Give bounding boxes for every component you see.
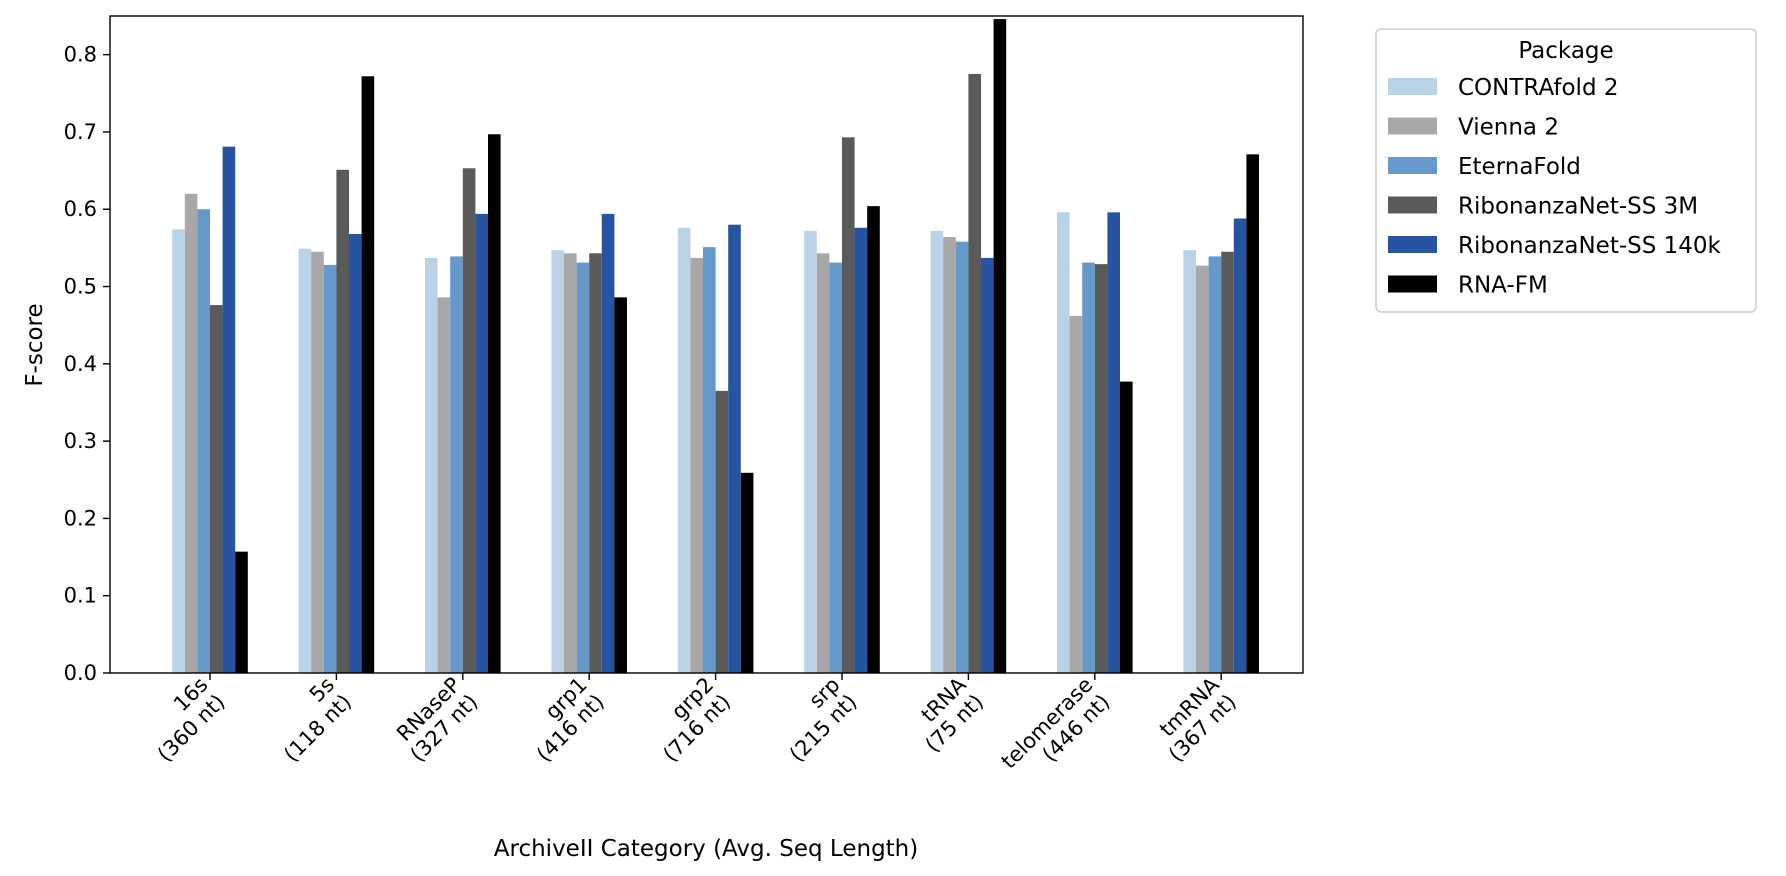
x-tick-label: 16s(360 nt) (136, 673, 230, 767)
y-axis-title: F-score (22, 303, 48, 386)
bar-rna-fm-7 (1120, 381, 1133, 673)
x-tick-label: 5s(118 nt) (262, 673, 356, 767)
legend-title: Package (1518, 38, 1613, 64)
bar-rna-fm-1 (361, 76, 375, 674)
bar-ribonanzanet-ss-140k-1 (349, 233, 362, 673)
legend-swatch (1388, 236, 1437, 253)
bar-vienna-2-8 (1196, 265, 1209, 673)
bar-ribonanzanet-ss-3m-0 (210, 305, 223, 673)
bar-vienna-2-6 (943, 237, 956, 673)
bar-rna-fm-6 (993, 19, 1007, 673)
bar-vienna-2-3 (564, 253, 577, 674)
bar-ribonanzanet-ss-3m-8 (1221, 251, 1234, 673)
y-tick-label: 0.4 (64, 352, 97, 376)
bar-eternafold-5 (829, 262, 842, 673)
plot-frame (109, 15, 1304, 674)
y-tick-label: 0.6 (64, 197, 97, 221)
bar-vienna-2-0 (184, 193, 198, 673)
legend-label: EternaFold (1458, 154, 1581, 180)
bar-ribonanzanet-ss-140k-5 (854, 227, 868, 674)
bar-contrafold-2-5 (804, 230, 817, 673)
legend-label: CONTRAfold 2 (1458, 75, 1618, 101)
bar-contrafold-2-2 (425, 257, 438, 673)
bar-contrafold-2-7 (1057, 212, 1070, 673)
bar-ribonanzanet-ss-3m-1 (336, 169, 349, 673)
legend-swatch (1388, 275, 1437, 293)
bar-vienna-2-7 (1069, 315, 1083, 673)
legend-swatch (1388, 157, 1437, 174)
bar-eternafold-1 (323, 264, 337, 673)
legend-swatch (1388, 196, 1437, 214)
bar-contrafold-2-0 (172, 229, 185, 673)
x-axis: 16s(360 nt) 5s(118 nt) RNaseP(327 nt) grp1(… (136, 672, 1241, 791)
x-tick-label: tmRNA(367 nt) (1147, 672, 1241, 766)
legend-items: CONTRAfold 2 Vienna 2 EternaFold RibonanzaN… (1388, 75, 1722, 299)
legend-swatch (1388, 78, 1437, 95)
bars-layer (172, 19, 1259, 674)
bar-contrafold-2-4 (677, 227, 691, 674)
x-tick-label: tRNA(75 nt) (904, 672, 989, 757)
y-tick-label: 0.3 (64, 429, 97, 453)
y-tick-label: 0.8 (64, 43, 97, 67)
legend-label: RibonanzaNet-SS 140k (1458, 233, 1722, 259)
y-tick-label: 0.0 (64, 661, 97, 685)
bar-ribonanzanet-ss-140k-8 (1233, 218, 1247, 673)
bar-rna-fm-2 (488, 134, 501, 673)
bar-ribonanzanet-ss-3m-5 (842, 137, 855, 674)
bar-eternafold-2 (450, 256, 463, 673)
bar-vienna-2-5 (816, 253, 830, 674)
bar-ribonanzanet-ss-3m-4 (715, 390, 729, 673)
bar-rna-fm-5 (867, 206, 880, 673)
bar-contrafold-2-6 (930, 230, 944, 673)
y-tick-label: 0.5 (64, 275, 97, 299)
x-tick-label: RNaseP(327 nt) (389, 673, 483, 767)
bar-eternafold-8 (1208, 256, 1222, 673)
legend: Package CONTRAfold 2 Vienna 2 EternaFold Ri… (1375, 28, 1757, 313)
legend-label: RNA-FM (1458, 273, 1548, 299)
bar-ribonanzanet-ss-140k-4 (728, 224, 741, 673)
legend-box (1375, 28, 1757, 313)
bar-vienna-2-1 (311, 251, 324, 673)
bar-rna-fm-4 (740, 472, 754, 673)
bar-ribonanzanet-ss-3m-6 (968, 73, 981, 674)
bar-vienna-2-2 (437, 297, 451, 673)
legend-label: Vienna 2 (1458, 115, 1559, 141)
y-tick-label: 0.1 (64, 584, 97, 608)
bar-ribonanzanet-ss-140k-0 (222, 146, 236, 673)
bar-rna-fm-8 (1246, 154, 1259, 674)
x-tick-label: telomerase(446 nt) (997, 673, 1115, 791)
bar-rna-fm-3 (614, 297, 627, 673)
y-tick-label: 0.2 (64, 506, 97, 530)
bar-vienna-2-4 (690, 257, 703, 673)
bar-ribonanzanet-ss-140k-6 (981, 257, 994, 673)
bar-contrafold-2-1 (298, 248, 312, 673)
bar-ribonanzanet-ss-3m-3 (589, 253, 602, 674)
bar-ribonanzanet-ss-3m-7 (1094, 264, 1108, 673)
legend-label: RibonanzaNet-SS 3M (1458, 194, 1698, 220)
x-axis-title: ArchiveII Category (Avg. Seq Length) (494, 836, 918, 862)
bar-eternafold-0 (197, 209, 210, 674)
bar-eternafold-3 (576, 262, 590, 673)
bar-contrafold-2-3 (551, 250, 564, 673)
bar-rna-fm-0 (235, 551, 248, 673)
x-tick-label: grp1(416 nt) (515, 673, 609, 767)
legend-swatch (1388, 117, 1437, 135)
bar-ribonanzanet-ss-140k-3 (601, 213, 615, 673)
bar-eternafold-7 (1082, 262, 1095, 673)
bar-contrafold-2-8 (1183, 250, 1196, 673)
bar-eternafold-6 (955, 241, 969, 673)
x-tick-label: grp2(716 nt) (641, 673, 735, 767)
y-axis: 0.0 0.1 0.2 0.3 0.4 0.5 0.6 0.7 0.8 (64, 43, 110, 685)
x-tick-label: srp(215 nt) (768, 673, 862, 767)
y-tick-label: 0.7 (64, 120, 97, 144)
bar-eternafold-4 (703, 247, 716, 674)
bar-ribonanzanet-ss-140k-2 (475, 213, 488, 673)
bar-ribonanzanet-ss-3m-2 (462, 168, 476, 673)
bar-ribonanzanet-ss-140k-7 (1107, 212, 1120, 673)
